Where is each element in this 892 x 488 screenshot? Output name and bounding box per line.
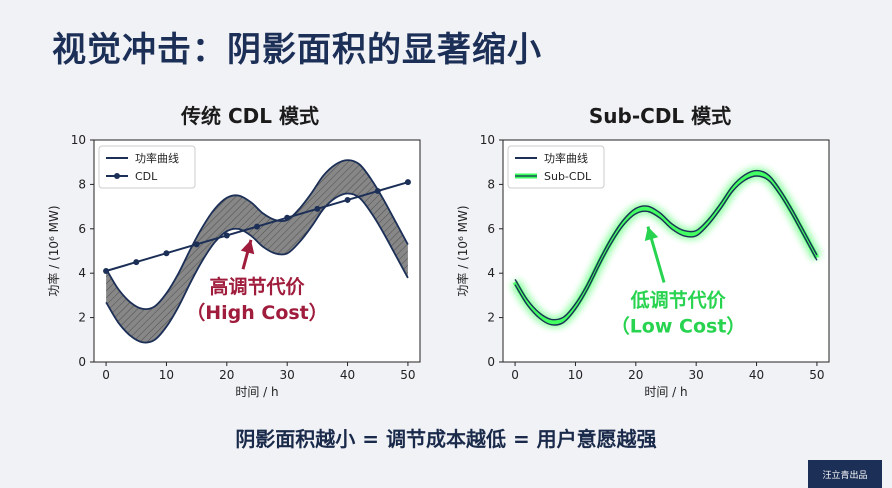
legend-label-power: 功率曲线	[544, 151, 588, 165]
x-tick-label: 10	[568, 368, 583, 382]
legend-label-second: Sub-CDL	[544, 170, 592, 183]
cdl-point	[163, 250, 170, 257]
y-axis-label: 功率 / (10⁶ MW)	[46, 205, 61, 296]
x-axis-label: 时间 / h	[644, 385, 687, 399]
cdl-point	[404, 179, 411, 186]
y-tick-label: 6	[487, 222, 495, 236]
legend-label-power: 功率曲线	[135, 151, 179, 165]
x-tick-label: 50	[809, 368, 824, 382]
legend-label-second: CDL	[135, 170, 158, 183]
x-tick-label: 40	[340, 368, 355, 382]
cdl-point	[193, 241, 200, 248]
cdl-point	[103, 267, 110, 274]
x-tick-label: 30	[280, 368, 295, 382]
cdl-point	[374, 188, 381, 195]
right-chart-title: Sub-CDL 模式	[588, 104, 732, 128]
y-tick-label: 4	[487, 266, 495, 280]
cdl-point	[344, 196, 351, 203]
annotation-line-2: （High Cost）	[186, 301, 328, 324]
cost-shaded-area	[106, 160, 408, 343]
sub-cdl-chart: 0 10 20 30 40 50 0 2 4 6 8 10 时间 / h 功率 / (10⁶ MW) 功率曲…	[455, 133, 830, 399]
y-tick-label: 8	[78, 177, 86, 191]
power-curve-lower	[514, 175, 818, 326]
annotation-line-1: 高调节代价	[209, 275, 305, 298]
y-tick-label: 6	[78, 222, 86, 236]
cdl-chart: 0 10 20 30 40 50 0 2 4 6 8 10 时间 / h 功率 / (10⁶ MW) 功率曲…	[46, 133, 421, 399]
x-tick-label: 30	[689, 368, 704, 382]
y-tick-label: 10	[71, 133, 86, 147]
annotation-arrow-head	[240, 239, 255, 255]
y-tick-label: 2	[487, 311, 495, 325]
left-chart-title: 传统 CDL 模式	[181, 104, 319, 128]
legend-box	[98, 145, 196, 189]
cdl-point	[284, 214, 291, 221]
y-tick-label: 0	[487, 355, 495, 369]
x-tick-label: 0	[511, 368, 519, 382]
power-curve-upper	[514, 169, 818, 321]
cdl-point	[133, 259, 140, 266]
sub-cdl-line	[512, 170, 820, 325]
page-title: 视觉冲击：阴影面积的显著缩小	[52, 30, 542, 70]
x-tick-label: 10	[159, 368, 174, 382]
annotation-line-2: （Low Cost）	[611, 315, 746, 338]
y-tick-label: 4	[78, 266, 86, 280]
y-tick-label: 0	[78, 355, 86, 369]
y-axis-label: 功率 / (10⁶ MW)	[455, 205, 470, 296]
x-tick-label: 40	[749, 368, 764, 382]
band-upper-edge	[105, 159, 409, 311]
legend-marker-cdl	[114, 173, 120, 179]
annotation-arrow-head	[644, 226, 659, 242]
y-tick-label: 10	[480, 133, 495, 147]
bottom-caption: 阴影面积越小 = 调节成本越低 = 用户意愿越强	[235, 427, 657, 451]
x-axis-label: 时间 / h	[235, 385, 278, 399]
y-tick-label: 8	[487, 177, 495, 191]
annotation-line-1: 低调节代价	[630, 289, 727, 312]
x-tick-label: 20	[219, 368, 234, 382]
x-tick-label: 0	[102, 368, 110, 382]
cdl-point	[254, 223, 260, 230]
y-tick-label: 2	[78, 311, 86, 325]
cdl-point	[314, 205, 321, 212]
watermark-badge: 汪立青出品	[808, 460, 882, 488]
x-tick-label: 20	[628, 368, 643, 382]
x-tick-label: 50	[400, 368, 415, 382]
cdl-point	[223, 232, 230, 239]
